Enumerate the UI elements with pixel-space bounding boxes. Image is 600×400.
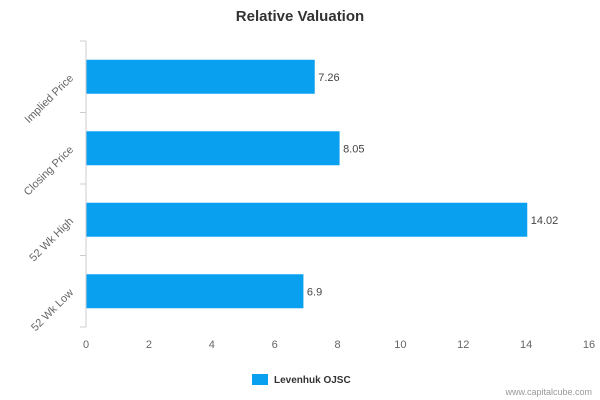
x-tick-label: 6: [272, 339, 278, 351]
x-tick-label: 8: [334, 339, 340, 351]
legend-label[interactable]: Levenhuk OJSC: [274, 375, 351, 386]
x-tick-label: 10: [394, 339, 406, 351]
legend-swatch[interactable]: [252, 374, 268, 385]
chart-title: Relative Valuation: [236, 8, 364, 25]
x-tick-label: 16: [583, 339, 595, 351]
category-label: Implied Price: [23, 72, 76, 125]
x-tick-label: 0: [83, 339, 89, 351]
bar[interactable]: [86, 274, 304, 309]
x-tick-label: 4: [209, 339, 215, 351]
data-label: 7.26: [318, 72, 339, 84]
plot-area: 7.26 Implied Price 8.05 Closing Price 14.02 5…: [22, 40, 595, 351]
data-label: 6.9: [307, 286, 322, 298]
x-tick-label: 14: [520, 339, 532, 351]
x-tick-label: 12: [457, 339, 469, 351]
bar[interactable]: [86, 59, 315, 94]
source-credit[interactable]: www.capitalcube.com: [504, 387, 592, 397]
x-tick-label: 2: [146, 339, 152, 351]
category-label: 52 Wk Low: [29, 287, 76, 334]
data-label: 8.05: [343, 143, 364, 155]
bar[interactable]: [86, 202, 528, 237]
bar[interactable]: [86, 131, 340, 166]
data-label: 14.02: [531, 215, 559, 227]
legend[interactable]: Levenhuk OJSC: [252, 374, 351, 386]
category-label: 52 Wk High: [27, 215, 76, 264]
category-label: Closing Price: [22, 144, 76, 198]
